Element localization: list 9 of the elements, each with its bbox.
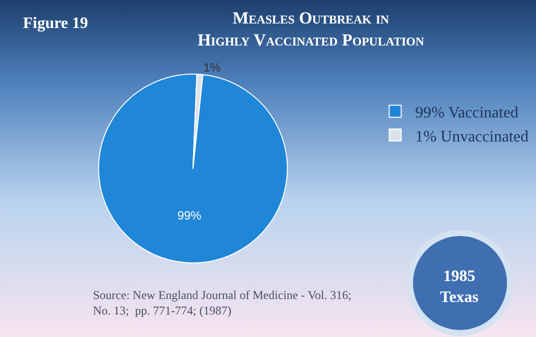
legend-label: 1% Unvaccinated: [415, 128, 528, 146]
legend-label: 99% Vaccinated: [415, 104, 518, 122]
pie-slice: [98, 74, 288, 264]
source-note: Source: New England Journal of Medicine - Vol. 316; No. 13; pp. 771-774; (1987): [93, 288, 352, 318]
data-label: 99%: [177, 208, 202, 223]
chart-title: Measles Outbreak in Highly Vaccinated Population: [198, 8, 424, 50]
text: 1985 Texas: [440, 268, 479, 306]
data-label: 1%: [203, 60, 222, 74]
caption: Figure 19: [23, 15, 88, 32]
